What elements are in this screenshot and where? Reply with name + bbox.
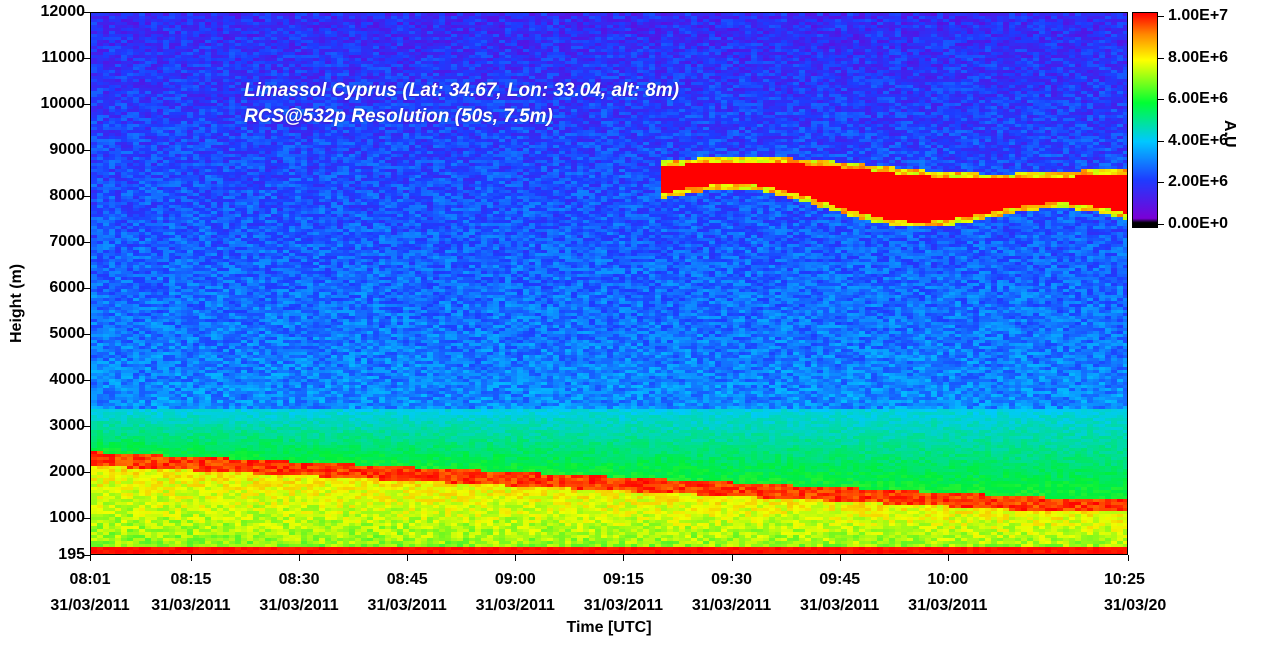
colorbar-tick-mark: [1158, 57, 1164, 59]
colorbar-tick-mark: [1158, 224, 1164, 225]
x-tick-mark: [839, 555, 841, 561]
y-tick-label: 5000: [49, 324, 85, 342]
resolution-annotation: RCS@532p Resolution (50s, 7.5m): [244, 106, 553, 127]
x-tick-mark: [623, 555, 625, 561]
y-tick-label: 11000: [41, 48, 85, 66]
y-tick-mark: [84, 555, 90, 556]
y-tick-label: 7000: [49, 232, 85, 250]
y-tick-mark: [84, 379, 90, 381]
x-tick-mark: [407, 555, 409, 561]
y-tick-mark: [84, 149, 90, 151]
x-tick-label: 08:01 31/03/2011: [50, 571, 130, 614]
x-tick-label: 09:15 31/03/2011: [583, 571, 664, 614]
heatmap-plot-area: [90, 12, 1128, 555]
y-tick-mark: [84, 425, 90, 427]
x-tick-mark: [190, 555, 192, 561]
colorbar-tick-label: 6.00E+6: [1168, 90, 1229, 108]
y-tick-label: 1000: [49, 508, 85, 526]
colorbar-title: A.U: [1221, 120, 1238, 148]
y-tick-mark: [84, 103, 90, 105]
y-tick-label: 2000: [49, 462, 85, 480]
colorbar-tick-label: 1.00E+7: [1168, 7, 1229, 24]
x-tick-mark: [90, 555, 91, 561]
y-tick-label: 10000: [40, 94, 86, 112]
y-tick-label: 9000: [49, 140, 85, 158]
x-tick-label: 08:15 31/03/2011: [151, 571, 231, 614]
y-tick-label: 4000: [49, 370, 85, 388]
x-tick-label: 10:00 31/03/2011: [908, 571, 988, 614]
x-tick-mark: [299, 555, 301, 561]
y-tick-label: 6000: [49, 278, 85, 296]
y-tick-label: 8000: [49, 186, 85, 204]
heatmap-image: [91, 13, 1127, 554]
y-tick-mark: [84, 241, 90, 243]
y-tick-mark: [84, 12, 90, 13]
x-tick-mark: [731, 555, 733, 561]
colorbar-tick-label: 0.00E+0: [1168, 215, 1229, 232]
x-tick-label: 08:30 31/03/2011: [259, 571, 339, 614]
colorbar-tick-mark: [1158, 16, 1164, 17]
x-tick-label: 08:45 31/03/2011: [367, 571, 447, 614]
x-tick-mark: [515, 555, 517, 561]
y-tick-mark: [84, 471, 90, 473]
y-tick-mark: [84, 333, 90, 335]
y-tick-mark: [84, 195, 90, 197]
y-tick-mark: [84, 57, 90, 59]
colorbar-tick-label: 8.00E+6: [1168, 48, 1229, 66]
y-tick-label: 12000: [40, 3, 86, 20]
y-tick-mark: [84, 287, 90, 289]
y-tick-mark: [84, 517, 90, 519]
y-axis-title: Height (m): [8, 263, 25, 343]
site-annotation: Limassol Cyprus (Lat: 34.67, Lon: 33.04,…: [244, 80, 680, 101]
colorbar-tick-label: 2.00E+6: [1168, 173, 1229, 191]
x-axis-title: Time [UTC]: [566, 619, 652, 636]
x-tick-label: 09:45 31/03/2011: [800, 571, 880, 614]
y-tick-label: 195: [58, 546, 85, 563]
colorbar-tick-mark: [1158, 182, 1164, 184]
colorbar-tick-mark: [1158, 99, 1164, 101]
x-tick-label: 09:30 31/03/2011: [691, 571, 772, 614]
colorbar: [1132, 12, 1158, 228]
x-tick-mark: [947, 555, 949, 561]
x-tick-label: 10:25 31/03/20: [1104, 571, 1167, 614]
y-tick-label: 3000: [49, 416, 85, 434]
colorbar-tick-mark: [1158, 140, 1164, 142]
x-tick-label: 09:00 31/03/2011: [475, 571, 555, 614]
colorbar-tick-label: 4.00E+6: [1168, 131, 1229, 149]
x-tick-mark: [1128, 555, 1129, 561]
